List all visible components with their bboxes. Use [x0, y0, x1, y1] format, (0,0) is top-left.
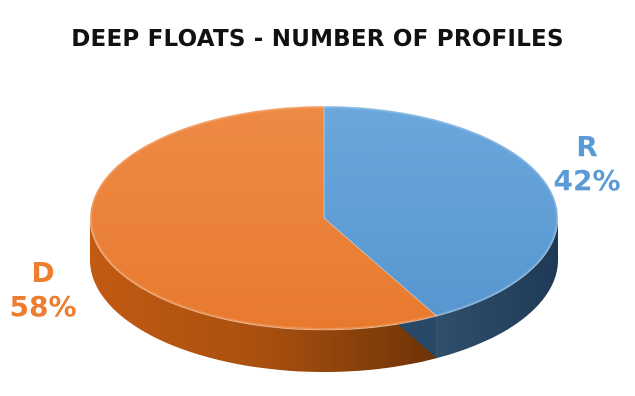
slice-name-d: D	[31, 256, 55, 289]
slice-name-r: R	[576, 130, 598, 163]
slice-side-d	[89, 218, 437, 373]
slice-label-d: D 58%	[4, 256, 82, 324]
chart-title: DEEP FLOATS - NUMBER OF PROFILES	[71, 26, 564, 52]
slice-side-r	[436, 218, 558, 359]
pie-rim-highlight	[90, 106, 558, 330]
slice-d	[89, 105, 438, 331]
slice-r	[323, 105, 559, 317]
slice-label-r: R 42%	[552, 130, 622, 198]
slice-percent-r: 42%	[553, 164, 621, 197]
slice-percent-d: 58%	[9, 290, 77, 323]
